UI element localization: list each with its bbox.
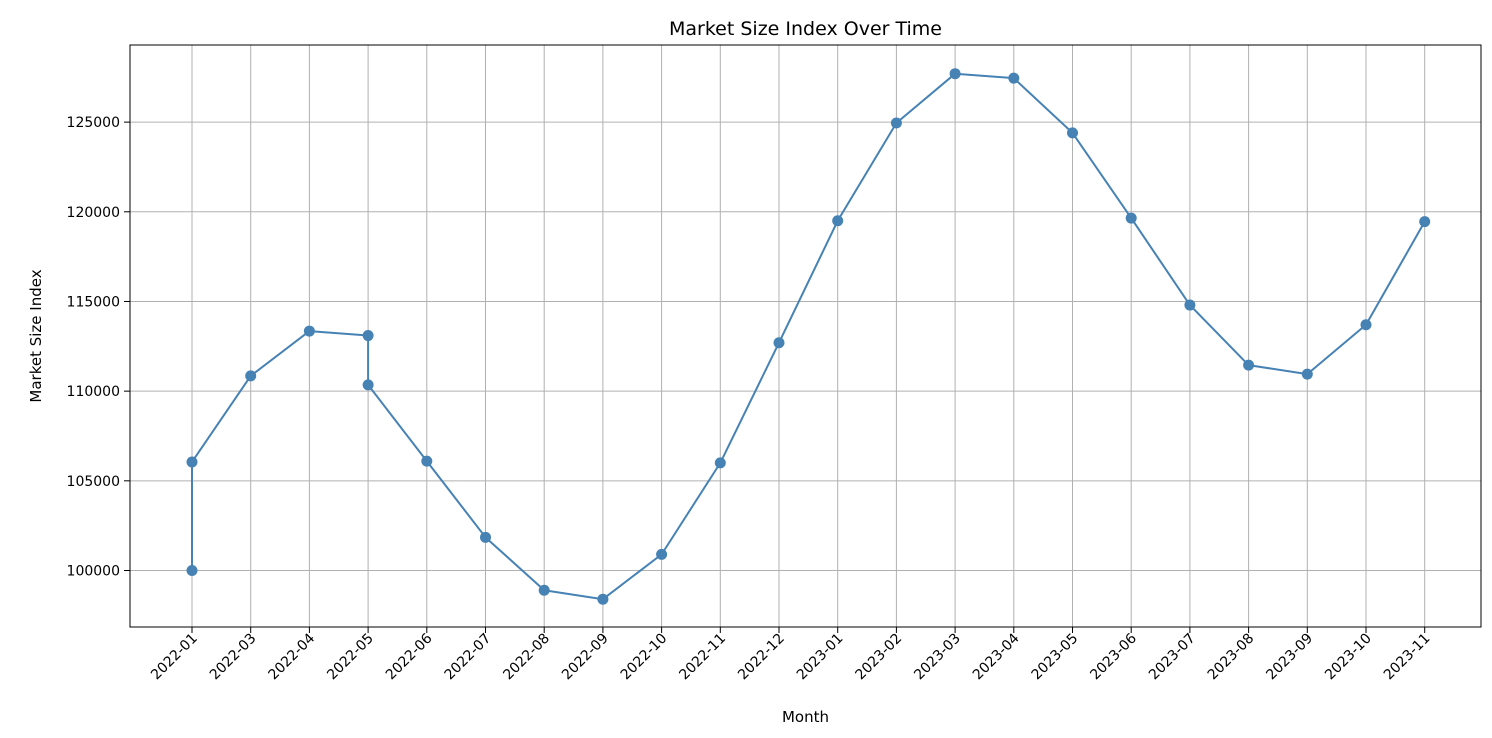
series-line: [191, 72, 1426, 601]
data-point: [538, 584, 550, 596]
data-point: [362, 330, 374, 342]
data-point: [245, 370, 257, 382]
y-tick-label: 115000: [67, 294, 120, 310]
x-tick-label: 2023-11: [1381, 631, 1434, 684]
x-tick-label: 2023-09: [1263, 631, 1316, 684]
x-tick-label: 2022-11: [676, 631, 729, 684]
series-market-size-index: [186, 68, 1431, 605]
data-point: [303, 325, 315, 337]
x-tick-label: 2022-04: [266, 630, 319, 683]
data-point: [1008, 72, 1020, 84]
data-point: [832, 215, 844, 227]
x-tick-label: 2022-01: [148, 631, 201, 684]
y-axis: 100000 105000 110000 115000 120000 125000: [67, 115, 130, 580]
x-tick-label: 2022-07: [442, 631, 495, 684]
x-tick-label: 2022-05: [324, 631, 377, 684]
x-tick-label: 2023-10: [1322, 631, 1375, 684]
x-tick-label: 2022-03: [207, 631, 260, 684]
y-axis-label: Market Size Index: [27, 269, 45, 402]
x-axis-label: Month: [782, 708, 829, 726]
x-tick-label: 2023-06: [1087, 630, 1140, 683]
data-point: [186, 565, 198, 577]
data-point: [1360, 319, 1372, 331]
data-point: [773, 337, 785, 349]
x-tick-label: 2023-02: [853, 631, 906, 684]
y-tick-label: 100000: [67, 564, 120, 580]
x-tick-label: 2023-05: [1029, 631, 1082, 684]
data-point: [1125, 212, 1137, 224]
x-tick-label: 2023-07: [1146, 631, 1199, 684]
chart-title: Market Size Index Over Time: [669, 18, 942, 40]
x-tick-label: 2022-06: [383, 630, 436, 683]
data-point: [480, 531, 491, 543]
data-point: [890, 117, 902, 129]
data-point: [1067, 127, 1078, 139]
y-tick-label: 110000: [67, 384, 120, 400]
y-tick-label: 125000: [67, 115, 120, 131]
x-tick-label: 2022-12: [735, 631, 788, 684]
data-point: [949, 68, 961, 80]
x-tick-label: 2023-04: [970, 630, 1023, 683]
x-tick-label: 2023-01: [794, 631, 847, 684]
x-tick-label: 2022-10: [618, 631, 671, 684]
x-tick-label: 2023-08: [1205, 631, 1258, 684]
data-point: [656, 548, 668, 560]
data-point: [597, 593, 609, 605]
data-point: [1243, 359, 1255, 371]
x-tick-label: 2022-09: [559, 631, 612, 684]
x-tick-label: 2022-08: [500, 631, 553, 684]
data-point: [714, 457, 726, 469]
y-tick-label: 105000: [67, 474, 120, 490]
plot-frame: [129, 44, 1482, 628]
grid: [130, 45, 1481, 627]
y-tick-label: 120000: [67, 205, 120, 221]
data-point: [1301, 368, 1313, 380]
data-point: [1419, 216, 1431, 228]
data-point: [421, 455, 433, 467]
data-point: [186, 456, 198, 468]
x-axis: 2022-01 2022-03 2022-04 2022-05 2022-06 2022-…: [148, 627, 1434, 684]
data-point: [1184, 299, 1196, 311]
x-tick-label: 2023-03: [911, 631, 964, 684]
data-point: [362, 379, 374, 391]
